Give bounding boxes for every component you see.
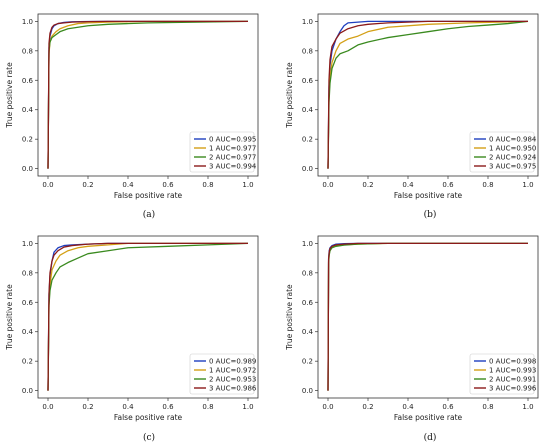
y-tick-label: 0.8 — [302, 47, 313, 55]
y-tick-label: 0.4 — [302, 106, 314, 114]
legend-entry: 1 AUC=0.993 — [489, 367, 536, 375]
x-tick-label: 0.8 — [202, 181, 213, 189]
x-tick-label: 0.0 — [322, 403, 333, 411]
y-axis-label: True positive rate — [5, 284, 14, 351]
legend-entry: 2 AUC=0.977 — [209, 154, 256, 162]
x-tick-label: 0.0 — [42, 181, 53, 189]
roc-panel-d: 0.0 0.0 0.2 0.2 0.4 0.4 0.6 0.6 0.8 0.8 1.0 1.0 Fals… — [285, 235, 539, 443]
x-tick-label: 0.6 — [162, 181, 174, 189]
roc-panel-c: 0.0 0.0 0.2 0.2 0.4 0.4 0.6 0.6 0.8 0.8 1.0 1.0 Fals… — [5, 235, 259, 443]
legend-entry: 1 AUC=0.977 — [209, 145, 256, 153]
panel-caption: (a) — [143, 209, 155, 220]
y-tick-label: 0.8 — [302, 269, 313, 277]
y-tick-label: 0.6 — [302, 299, 314, 307]
roc-curve-series-3 — [47, 20, 248, 169]
legend-entry: 1 AUC=0.950 — [489, 145, 536, 153]
x-tick-label: 0.4 — [402, 181, 414, 189]
legend-entry: 3 AUC=0.986 — [209, 385, 257, 393]
y-tick-label: 1.0 — [22, 18, 33, 26]
y-tick-label: 0.8 — [22, 47, 33, 55]
x-tick-label: 0.2 — [82, 181, 93, 189]
x-axis-label: False positive rate — [394, 413, 463, 422]
x-tick-label: 0.8 — [482, 403, 493, 411]
plot-frame — [37, 235, 259, 399]
y-tick-label: 0.0 — [302, 387, 313, 395]
roc-curve-series-3 — [327, 242, 528, 391]
panel-caption: (c) — [143, 432, 155, 443]
roc-curve-series-2 — [47, 242, 249, 391]
y-tick-label: 1.0 — [302, 18, 313, 26]
y-axis-label: True positive rate — [285, 62, 294, 129]
legend-entry: 0 AUC=0.989 — [209, 358, 256, 366]
legend-box — [189, 131, 255, 173]
legend-box — [189, 353, 255, 395]
legend-box — [469, 131, 535, 173]
plot-frame — [317, 235, 539, 399]
x-tick-label: 0.6 — [442, 403, 454, 411]
x-tick-label: 0.6 — [442, 181, 454, 189]
legend-entry: 2 AUC=0.991 — [489, 376, 536, 384]
x-tick-label: 0.6 — [162, 403, 174, 411]
x-axis-label: False positive rate — [114, 413, 183, 422]
x-tick-label: 1.0 — [242, 181, 253, 189]
legend-entry: 0 AUC=0.995 — [209, 136, 256, 144]
legend-entry: 0 AUC=0.998 — [489, 358, 536, 366]
plot-frame — [37, 13, 259, 177]
x-tick-label: 1.0 — [522, 181, 533, 189]
legend-entry: 0 AUC=0.984 — [489, 136, 537, 144]
y-tick-label: 0.0 — [302, 165, 313, 173]
legend-box — [469, 353, 535, 395]
y-tick-label: 0.6 — [22, 77, 34, 85]
plot-frame — [317, 13, 539, 177]
legend-entry: 3 AUC=0.996 — [489, 385, 537, 393]
roc-curve-series-3 — [327, 20, 528, 169]
legend-entry: 3 AUC=0.975 — [489, 163, 536, 171]
y-tick-label: 0.0 — [22, 387, 33, 395]
x-tick-label: 0.0 — [322, 181, 333, 189]
y-tick-label: 0.8 — [22, 269, 33, 277]
panel-caption: (b) — [424, 209, 437, 220]
x-tick-label: 0.0 — [42, 403, 53, 411]
x-tick-label: 0.4 — [122, 403, 134, 411]
x-tick-label: 0.4 — [122, 181, 134, 189]
x-tick-label: 1.0 — [242, 403, 253, 411]
x-axis-label: False positive rate — [114, 191, 183, 200]
y-tick-label: 0.6 — [302, 77, 314, 85]
y-tick-label: 0.2 — [302, 358, 313, 366]
legend-entry: 2 AUC=0.953 — [209, 376, 256, 384]
x-tick-label: 1.0 — [522, 403, 533, 411]
y-tick-label: 0.2 — [22, 136, 33, 144]
y-tick-label: 0.4 — [22, 106, 34, 114]
roc-curve-series-2 — [327, 20, 529, 169]
y-tick-label: 1.0 — [302, 240, 313, 248]
y-axis-label: True positive rate — [285, 284, 294, 351]
roc-curve-series-3 — [47, 242, 248, 391]
x-tick-label: 0.2 — [362, 181, 373, 189]
legend-entry: 2 AUC=0.924 — [489, 154, 537, 162]
x-tick-label: 0.8 — [202, 403, 213, 411]
y-tick-label: 0.6 — [22, 299, 34, 307]
y-tick-label: 0.0 — [22, 165, 33, 173]
y-tick-label: 0.4 — [302, 328, 314, 336]
x-tick-label: 0.8 — [482, 181, 493, 189]
x-axis-label: False positive rate — [394, 191, 463, 200]
legend-entry: 1 AUC=0.972 — [209, 367, 256, 375]
y-axis-label: True positive rate — [5, 62, 14, 129]
x-tick-label: 0.2 — [362, 403, 373, 411]
y-tick-label: 1.0 — [22, 240, 33, 248]
y-tick-label: 0.4 — [22, 328, 34, 336]
roc-panel-b: 0.0 0.0 0.2 0.2 0.4 0.4 0.6 0.6 0.8 0.8 1.0 1.0 Fals… — [285, 13, 539, 220]
roc-curve-series-2 — [47, 20, 249, 169]
y-tick-label: 0.2 — [22, 358, 33, 366]
legend-entry: 3 AUC=0.994 — [209, 163, 257, 171]
x-tick-label: 0.2 — [82, 403, 93, 411]
panel-caption: (d) — [424, 432, 437, 443]
x-tick-label: 0.4 — [402, 403, 414, 411]
roc-panel-a: 0.0 0.0 0.2 0.2 0.4 0.4 0.6 0.6 0.8 0.8 1.0 1.0 Fals… — [5, 13, 259, 220]
y-tick-label: 0.2 — [302, 136, 313, 144]
roc-curve-series-1 — [327, 20, 529, 169]
